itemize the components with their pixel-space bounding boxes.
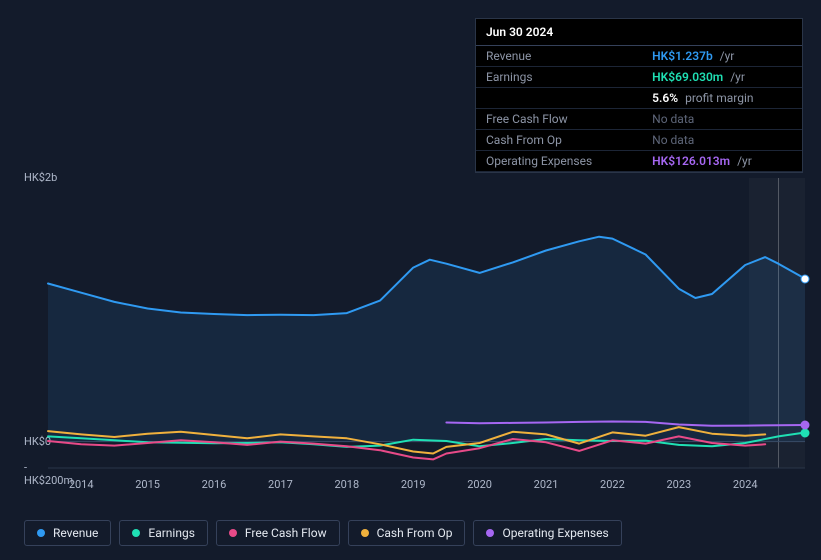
chart-svg (48, 178, 805, 468)
financials-chart: HK$2bHK$0-HK$200m 2014201520162017201820… (0, 160, 821, 500)
tooltip-table: RevenueHK$1.237b /yrEarningsHK$69.030m /… (476, 46, 802, 172)
legend-label: Operating Expenses (502, 526, 608, 540)
legend-dot-icon (132, 529, 140, 537)
legend-label: Cash From Op (377, 526, 453, 540)
series-end-marker (801, 274, 810, 283)
tooltip-date: Jun 30 2024 (476, 19, 802, 46)
legend-dot-icon (486, 529, 494, 537)
legend-item[interactable]: Earnings (119, 520, 208, 546)
tooltip-row-label: Free Cash Flow (476, 109, 642, 130)
legend-dot-icon (361, 529, 369, 537)
tooltip-row-value: HK$126.013m /yr (642, 151, 802, 172)
tooltip-row-value: HK$1.237b /yr (642, 46, 802, 67)
legend-item[interactable]: Cash From Op (348, 520, 466, 546)
tooltip-row-value: HK$69.030m /yr (642, 67, 802, 88)
x-tick-label: 2023 (666, 478, 691, 491)
x-tick-label: 2018 (334, 478, 359, 491)
legend-dot-icon (37, 529, 45, 537)
x-tick-label: 2022 (600, 478, 625, 491)
series-end-marker (801, 421, 810, 430)
x-tick-label: 2017 (268, 478, 293, 491)
x-axis-labels: 2014 2015 2016 2017 2018 2019 2020 2021 2022 2023… (48, 478, 805, 500)
tooltip-row-value: No data (642, 109, 802, 130)
tooltip-row-label: Operating Expenses (476, 151, 642, 172)
chart-legend: Revenue Earnings Free Cash Flow Cash From O… (24, 520, 622, 546)
tooltip-row-label: Earnings (476, 67, 642, 88)
tooltip-row-label: Revenue (476, 46, 642, 67)
x-tick-label: 2015 (135, 478, 160, 491)
chart-plot[interactable] (48, 178, 805, 468)
legend-item[interactable]: Revenue (24, 520, 111, 546)
tooltip-row-value: No data (642, 130, 802, 151)
legend-label: Earnings (148, 526, 195, 540)
legend-dot-icon (229, 529, 237, 537)
legend-label: Revenue (53, 526, 98, 540)
legend-item[interactable]: Operating Expenses (473, 520, 621, 546)
x-tick-label: 2024 (733, 478, 758, 491)
legend-item[interactable]: Free Cash Flow (216, 520, 340, 546)
tooltip-row-label (476, 88, 642, 109)
x-tick-label: 2019 (401, 478, 426, 491)
x-tick-label: 2016 (202, 478, 227, 491)
tooltip-row-value: 5.6% profit margin (642, 88, 802, 109)
tooltip-card: Jun 30 2024 RevenueHK$1.237b /yrEarnings… (475, 18, 803, 173)
x-tick-label: 2021 (534, 478, 559, 491)
x-tick-label: 2020 (467, 478, 492, 491)
x-tick-label: 2014 (69, 478, 94, 491)
legend-label: Free Cash Flow (245, 526, 327, 540)
tooltip-row-label: Cash From Op (476, 130, 642, 151)
